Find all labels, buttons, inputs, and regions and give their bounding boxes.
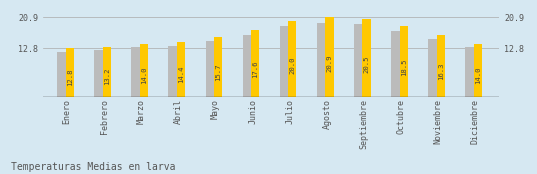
Bar — [474, 44, 482, 97]
Bar — [57, 52, 68, 97]
Bar — [437, 35, 445, 97]
Text: 20.5: 20.5 — [364, 56, 369, 73]
Bar — [177, 42, 185, 97]
Bar — [400, 26, 408, 97]
Bar — [140, 44, 148, 97]
Text: 14.4: 14.4 — [178, 65, 184, 83]
Bar — [280, 26, 290, 97]
Bar — [66, 48, 74, 97]
Text: 20.9: 20.9 — [326, 55, 332, 72]
Text: 20.0: 20.0 — [289, 56, 295, 74]
Bar — [288, 21, 296, 97]
Bar — [103, 47, 111, 97]
Bar — [465, 47, 476, 97]
Text: 16.3: 16.3 — [438, 62, 444, 80]
Bar — [325, 17, 333, 97]
Bar — [354, 24, 364, 97]
Text: 15.7: 15.7 — [215, 63, 221, 81]
Text: 14.0: 14.0 — [141, 66, 147, 84]
Text: 12.8: 12.8 — [67, 68, 72, 86]
Text: 18.5: 18.5 — [401, 59, 407, 76]
Bar — [428, 39, 439, 97]
Text: 17.6: 17.6 — [252, 60, 258, 78]
Text: 13.2: 13.2 — [104, 67, 110, 85]
Bar — [317, 23, 327, 97]
Bar — [169, 46, 179, 97]
Bar — [362, 19, 371, 97]
Bar — [131, 47, 142, 97]
Bar — [243, 35, 253, 97]
Bar — [206, 41, 216, 97]
Bar — [214, 37, 222, 97]
Bar — [94, 50, 105, 97]
Text: 14.0: 14.0 — [475, 66, 481, 84]
Text: Temperaturas Medias en larva: Temperaturas Medias en larva — [11, 162, 175, 172]
Bar — [391, 31, 402, 97]
Bar — [251, 30, 259, 97]
